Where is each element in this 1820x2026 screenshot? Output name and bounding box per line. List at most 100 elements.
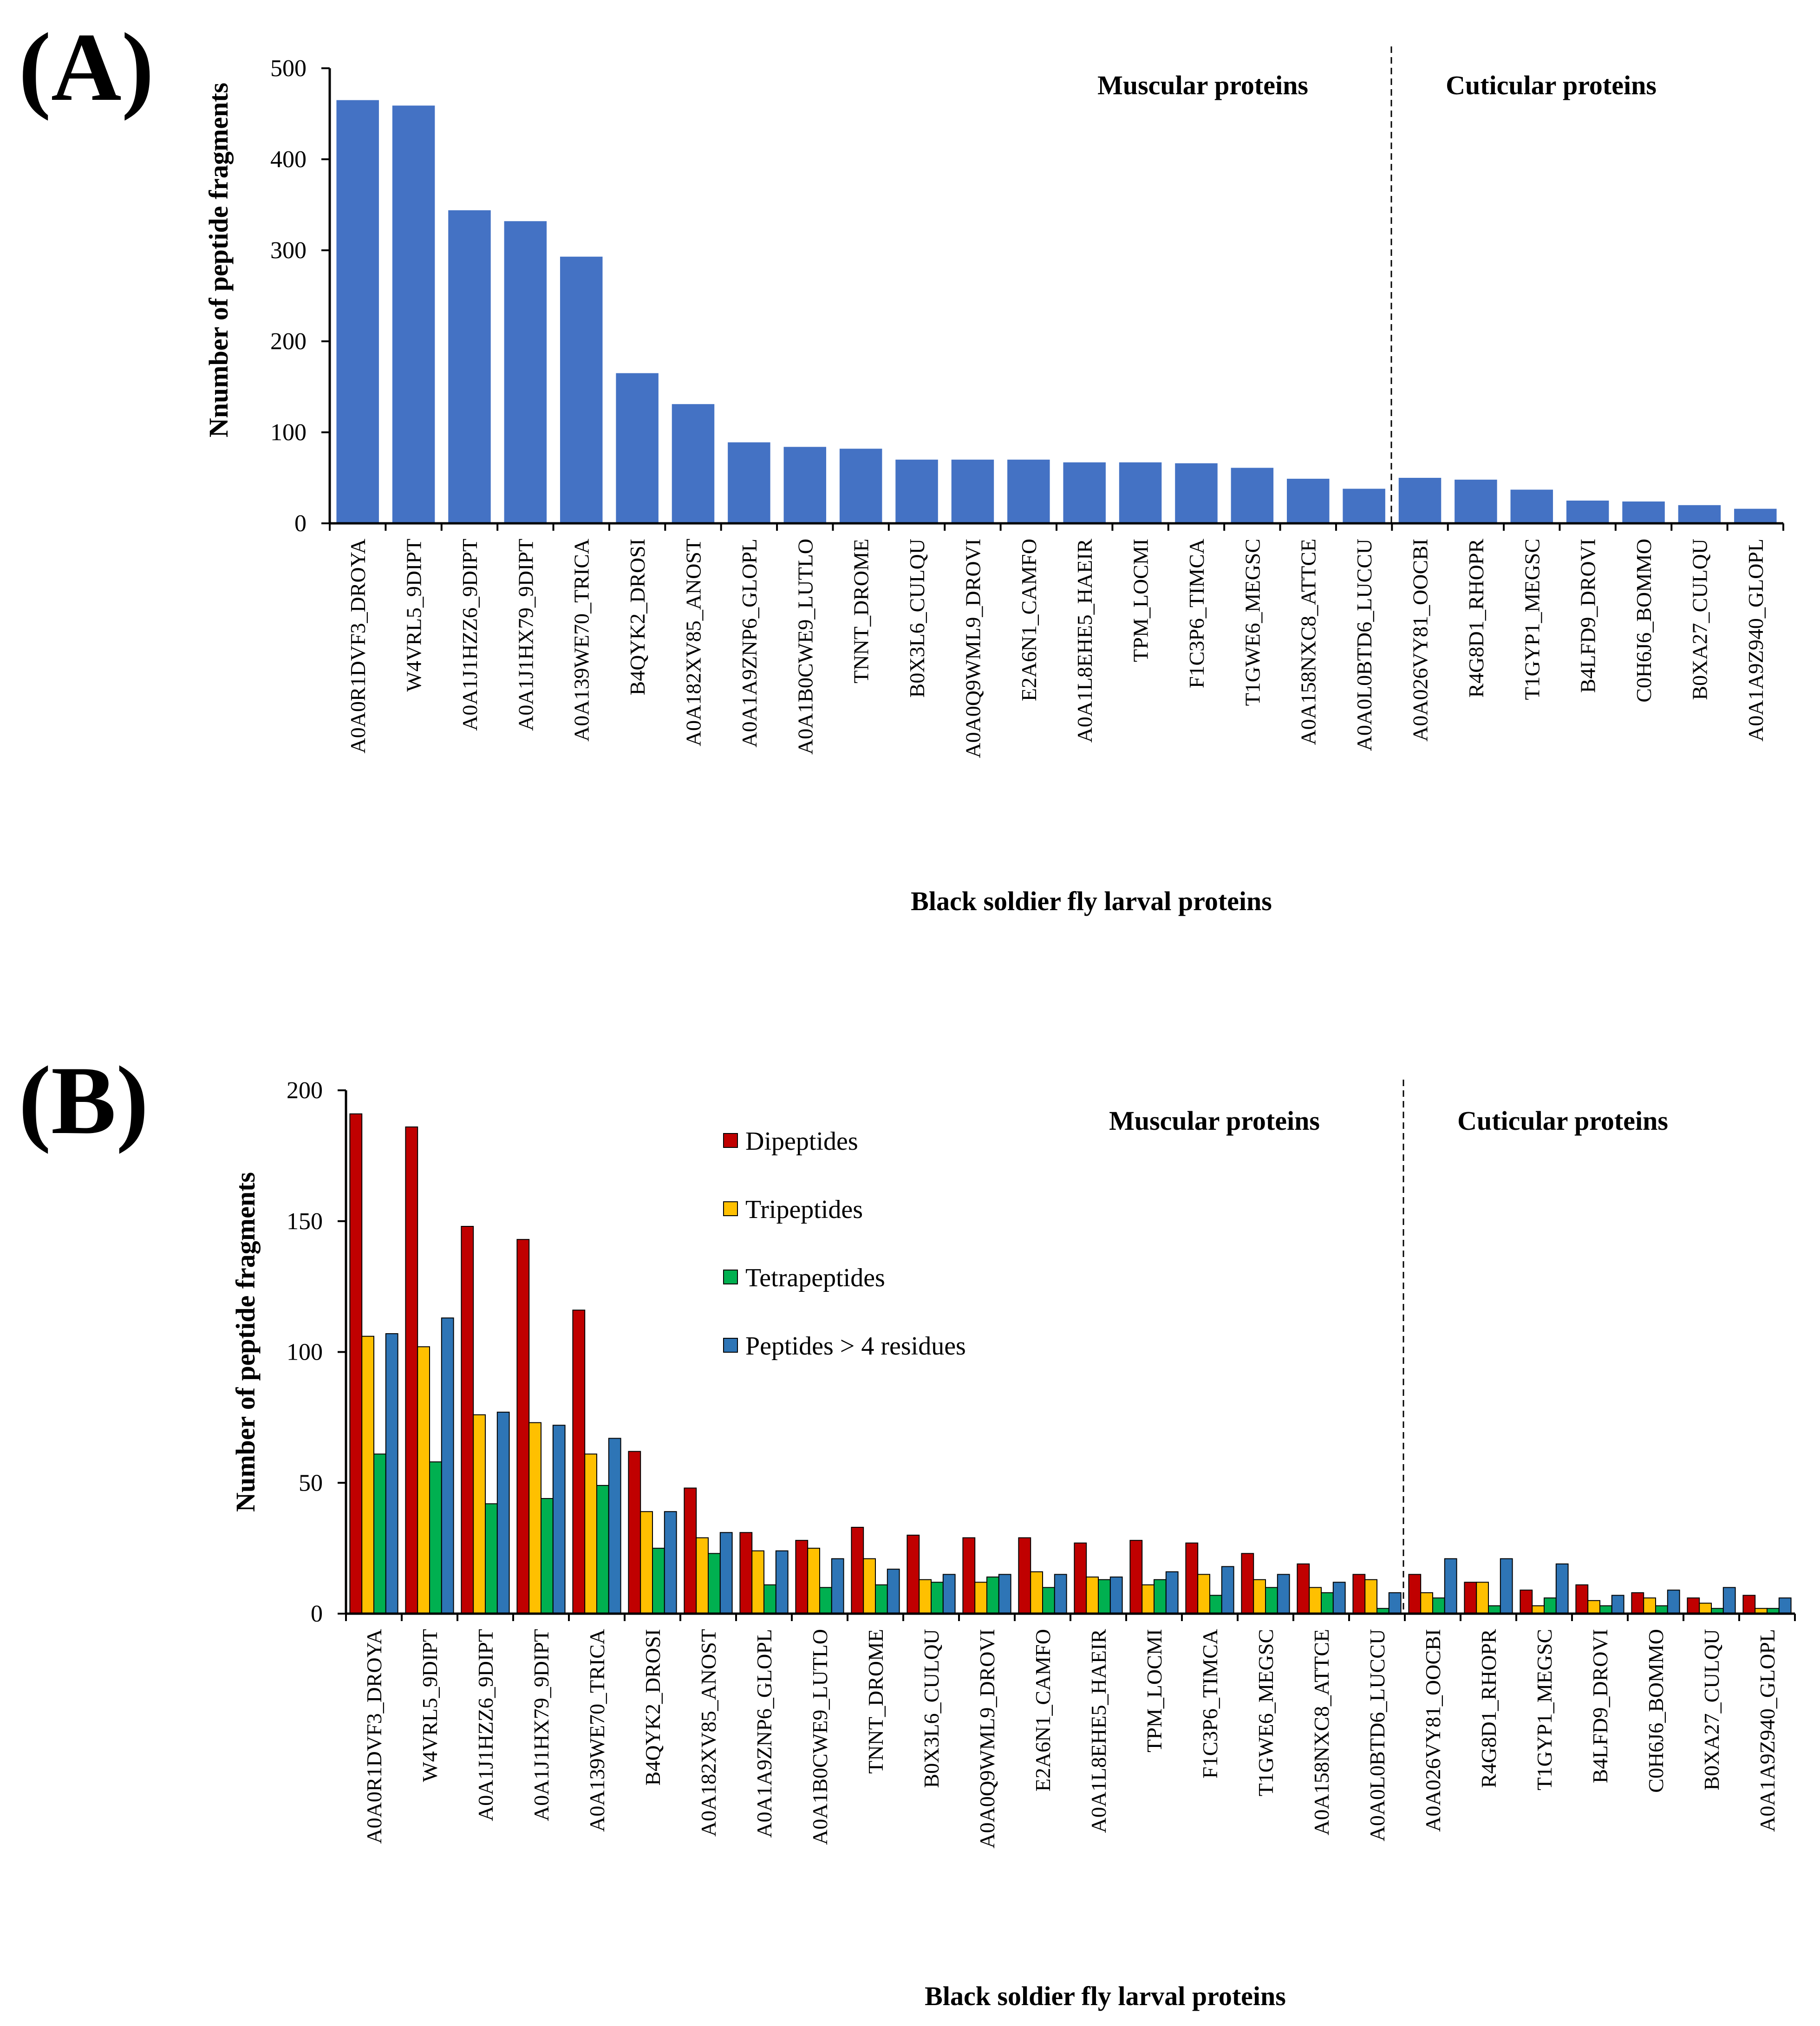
panel-b-y-ticks: 0 50 100 150 200: [287, 1077, 346, 1627]
panel-b-bar-peptides-4-residues: [1667, 1590, 1680, 1614]
panel-a-bar-peptide-fragments: [1455, 479, 1497, 523]
legend-label-long-peptides: Peptides > 4 residues: [745, 1332, 966, 1361]
panel-b-bar-peptides-4-residues: [1500, 1558, 1513, 1615]
panel-b-bar-dipeptides: [851, 1527, 864, 1614]
panel-a-bars: [336, 100, 1777, 524]
panel-a-category-label: TNNT_DROME: [849, 539, 873, 684]
panel-b-bar-dipeptides: [572, 1309, 586, 1615]
panel-b-bar-tripeptides: [528, 1422, 541, 1615]
panel-a-muscular-label: Muscular proteins: [1097, 70, 1308, 100]
panel-a-category-label: A0A182XV85_ANOST: [682, 539, 705, 746]
panel-b-y-tick-label: 200: [287, 1077, 323, 1104]
panel-b-bar-tripeptides: [473, 1414, 486, 1614]
panel-a-bar-peptide-fragments: [672, 404, 715, 523]
panel-b-category-label: B0X3L6_CULQU: [920, 1629, 943, 1788]
panel-a-x-axis-title: Black soldier fly larval proteins: [911, 886, 1272, 916]
panel-b-bar-tetrapeptides: [652, 1548, 665, 1614]
panel-a-category-label: B0X3L6_CULQU: [905, 539, 929, 697]
panel-b-bar-tripeptides: [974, 1582, 987, 1614]
panel-b-y-axis-title: Number of peptide fragments: [230, 1172, 261, 1512]
panel-a-bar-peptide-fragments: [1622, 501, 1665, 523]
panel-b-category-label: W4VRL5_9DIPT: [418, 1629, 442, 1782]
panel-b-category-label: A0A026VY81_OOCBI: [1421, 1629, 1445, 1832]
panel-b-bar-peptides-4-residues: [1165, 1571, 1179, 1615]
panel-a-y-tick-label: 300: [270, 237, 307, 264]
panel-b-y-tick-label: 100: [287, 1339, 323, 1366]
panel-b-bar-dipeptides: [684, 1487, 697, 1615]
panel-a-y-tick-label: 0: [294, 510, 307, 537]
panel-a-category-label: B0XA27_CULQU: [1688, 539, 1711, 700]
panel-b-bar-peptides-4-residues: [775, 1550, 789, 1615]
panel-b-bar-dipeptides: [739, 1532, 753, 1614]
panel-b-y-tick-label: 150: [287, 1208, 323, 1235]
panel-b-bar-tripeptides: [1253, 1579, 1266, 1615]
panel-b-bar-dipeptides: [1631, 1592, 1644, 1614]
panel-b-bar-dipeptides: [1018, 1537, 1031, 1614]
panel-b-bar-dipeptides: [628, 1451, 641, 1614]
panel-b-bar-tetrapeptides: [1154, 1579, 1167, 1615]
panel-b-bar-peptides-4-residues: [831, 1558, 844, 1615]
panel-a-category-label: A0A1A9ZNP6_GLOPL: [737, 539, 761, 748]
panel-b-y-tick-label: 0: [311, 1601, 323, 1627]
panel-a-bar-peptide-fragments: [1063, 462, 1106, 523]
panel-b-bar-dipeptides: [1185, 1542, 1199, 1614]
panel-b-bar-tripeptides: [1364, 1579, 1377, 1615]
panel-b-category-label: T1GYP1_MEGSC: [1533, 1629, 1556, 1791]
panel-b-category-label: A0A158NXC8_ATTCE: [1310, 1629, 1333, 1836]
panel-b-category-label: B0XA27_CULQU: [1700, 1629, 1723, 1791]
panel-a-category-label: A0A1B0CWE9_LUTLO: [793, 539, 817, 755]
panel-b-y-tick-label: 50: [299, 1470, 323, 1496]
panel-b-category-label: A0A1A9Z940_GLOPL: [1755, 1629, 1779, 1832]
legend-swatch-dipeptides: [723, 1133, 738, 1148]
panel-b-bar-peptides-4-residues: [719, 1532, 733, 1614]
panel-b-bar-dipeptides: [1742, 1595, 1756, 1614]
panel-b-legend: Dipeptides Tripeptides Tetrapeptides Pep…: [723, 1127, 966, 1361]
panel-b-bar-dipeptides: [1687, 1597, 1700, 1614]
panel-b-bar-tetrapeptides: [1544, 1597, 1557, 1614]
panel-b-bar-tripeptides: [1699, 1603, 1712, 1614]
panel-b-bar-dipeptides: [1352, 1574, 1366, 1615]
panel-b-x-tick-labels: A0A0R1DVF3_DROYA W4VRL5_9DIPT A0A1J1HZZ6_9…: [362, 1629, 1779, 1849]
panel-b-bar-tetrapeptides: [373, 1453, 386, 1614]
legend-label-dipeptides: Dipeptides: [745, 1127, 858, 1156]
panel-b-x-axis-title: Black soldier fly larval proteins: [925, 1981, 1286, 2011]
panel-a-category-label: TPM_LOCMI: [1129, 539, 1153, 662]
panel-b-category-label: F1C3P6_TIMCA: [1198, 1629, 1222, 1778]
panel-a-bar-peptide-fragments: [1343, 489, 1385, 523]
panel-b-bar-dipeptides: [1129, 1540, 1143, 1614]
panel-a-y-axis-title: Nnumber of peptide fragments: [203, 83, 234, 437]
panel-b-bar-tetrapeptides: [1432, 1597, 1445, 1614]
panel-b-label: (B): [19, 1047, 149, 1154]
panel-b-category-label: A0A139WE70_TRICA: [585, 1629, 609, 1832]
panel-b-bar-peptides-4-residues: [1109, 1577, 1123, 1615]
panel-b-category-label: A0A182XV85_ANOST: [697, 1629, 720, 1837]
legend-label-tetrapeptides: Tetrapeptides: [745, 1264, 885, 1292]
panel-b-bar-tripeptides: [1309, 1587, 1322, 1614]
panel-a-y-tick-label: 400: [270, 146, 307, 173]
panel-a-category-label: T1GWE6_MEGSC: [1240, 539, 1264, 706]
panel-b-bar-tripeptides: [584, 1453, 597, 1614]
panel-b-bar-tripeptides: [1420, 1592, 1433, 1614]
panel-b-category-label: A0A1L8EHE5_HAEIR: [1087, 1629, 1110, 1833]
panel-a-category-label: B4QYK2_DROSI: [626, 539, 649, 695]
panel-a-y-tick-label: 500: [270, 55, 307, 82]
panel-b-bar-peptides-4-residues: [1221, 1566, 1234, 1615]
panel-a-bar-peptide-fragments: [951, 459, 994, 523]
panel-b-bar-dipeptides: [907, 1534, 920, 1614]
panel-a-bar-peptide-fragments: [1286, 478, 1330, 523]
panel-b-category-label: TPM_LOCMI: [1142, 1629, 1166, 1752]
panel-a-category-label: R4G8D1_RHOPR: [1464, 539, 1488, 698]
panel-b-bar-peptides-4-residues: [998, 1574, 1011, 1615]
panel-b-bar-peptides-4-residues: [942, 1574, 956, 1615]
panel-a-bar-peptide-fragments: [895, 459, 938, 523]
panel-a-bar-peptide-fragments: [1175, 463, 1218, 523]
panel-a-category-label: A0A1J1HX79_9DIPT: [514, 539, 537, 731]
panel-b-bar-tetrapeptides: [1098, 1579, 1111, 1615]
panel-b-bar-tripeptides: [1476, 1582, 1489, 1614]
panel-a-bar-peptide-fragments: [1231, 468, 1274, 523]
panel-b-category-label: A0A1B0CWE9_LUTLO: [808, 1629, 832, 1845]
panel-b-bar-tripeptides: [751, 1550, 764, 1615]
panel-a-category-label: A0A1L8EHE5_HAEIR: [1073, 539, 1096, 743]
panel-b-bar-peptides-4-residues: [887, 1569, 900, 1615]
panel-a-category-label: A0A1J1HZZ6_9DIPT: [458, 539, 482, 731]
